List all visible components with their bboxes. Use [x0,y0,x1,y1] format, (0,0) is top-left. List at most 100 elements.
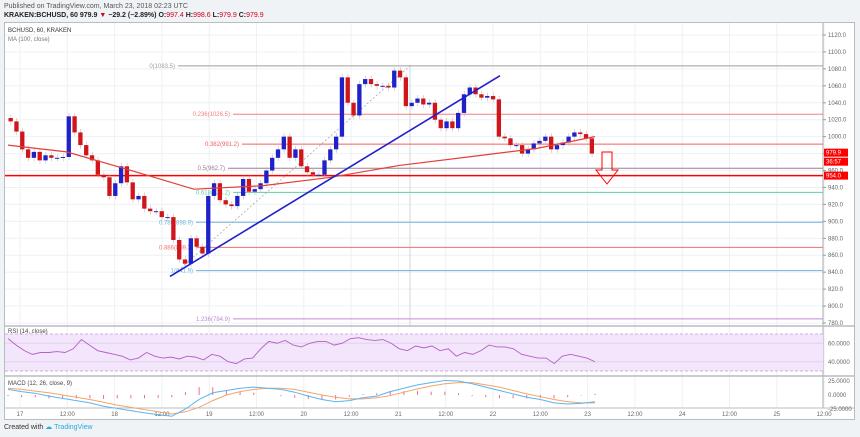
down-triangle-icon: ▼ [99,12,107,19]
candle [206,195,211,254]
x-tick: 12:00 [817,412,833,418]
candle [409,102,414,107]
y-tick: 900.0 [828,219,844,225]
candle [392,70,397,88]
x-tick: 22 [490,412,497,418]
candle [438,119,443,129]
candle [333,136,339,150]
candle [328,149,333,161]
candle [43,155,48,161]
rsi-tick: 40.0000 [828,360,850,366]
candle [461,94,467,113]
rsi-legend: RSI (14, close) [8,329,48,335]
candle [281,136,286,150]
fib-label: 0.786(898.9) [159,220,193,226]
candle [31,151,37,158]
x-tick: 24 [679,412,686,418]
last-price-tag [824,148,848,157]
candle [380,85,385,87]
y-tick: 1100.0 [828,50,847,56]
candle [467,87,472,95]
x-tick: 23 [584,412,591,418]
countdown-tag [824,157,848,166]
candle [450,121,455,129]
high-label: H: [185,12,194,19]
candle [107,177,112,196]
x-tick: 12:00 [344,412,360,418]
candle [200,246,205,254]
fib-label: 0(1083.5) [149,64,175,70]
candle [37,151,42,161]
candle [78,132,83,146]
candle [566,136,571,143]
y-tick: 940.0 [828,185,844,191]
created-with-text: Created with [4,424,44,431]
candle [84,145,89,156]
candle [578,132,583,135]
candle [444,121,449,129]
candle [560,142,565,146]
fib-label: 1(841.9) [171,269,193,275]
candle [537,140,542,144]
candle [136,195,141,200]
candle [339,77,345,137]
candle [508,138,513,146]
candle [363,79,368,85]
x-tick: 18 [111,412,118,418]
y-tick: 860.0 [828,253,844,259]
candle [421,98,426,105]
candle [113,183,118,196]
rsi-line [7,337,596,365]
y-tick: 1080.0 [828,67,847,73]
candle [496,99,502,137]
fib-label: 1.236(784.9) [196,317,230,323]
x-tick: 19 [206,412,213,418]
support-price-tag-text: 954.0 [826,174,842,180]
candle [583,134,589,139]
y-tick: 920.0 [828,202,844,208]
candle [514,145,519,147]
candle [531,143,536,150]
candle [153,211,159,213]
candle [299,149,304,167]
ma-legend: MA (100, close) [8,37,50,43]
candle [502,136,507,139]
candle [8,118,13,122]
candle [72,116,77,133]
symbol-header: KRAKEN:BCHUSD, 60 979.9 ▼ −29.2 (−2.89%)… [4,12,264,19]
candle [235,195,240,207]
candle [240,179,246,196]
candle [589,138,594,154]
x-tick: 12:00 [533,412,549,418]
candle [310,172,316,175]
series-legend: BCHUSD, 60, KRAKEN [8,28,71,34]
candle [479,94,484,98]
candle [322,160,327,175]
macd-signal-line [7,382,595,415]
y-tick: 820.0 [828,287,844,293]
y-tick: 800.0 [828,304,844,310]
countdown-tag-text: 36:57 [826,160,842,166]
y-tick: 780.0 [828,321,844,327]
candle [485,95,490,98]
candle [171,217,176,240]
candle [426,102,432,105]
trendline [169,74,501,278]
candle [293,149,298,158]
candle [456,112,461,129]
tradingview-link[interactable]: TradingView [54,424,93,431]
candle [554,145,560,150]
candle [14,121,19,132]
y-tick: 1060.0 [828,84,847,90]
rsi-tick: 60.0000 [828,341,850,347]
footer: Created with ☁ TradingView [4,423,93,431]
candle [229,204,234,207]
candle [525,149,531,154]
candle [177,239,182,260]
last-price-tag-text: 979.9 [826,151,842,157]
ma-100-line [7,136,596,190]
y-tick: 1120.0 [828,33,847,39]
price-change: −29.2 (−2.89%) [108,12,157,19]
macd-tick: 25.0000 [828,379,850,385]
